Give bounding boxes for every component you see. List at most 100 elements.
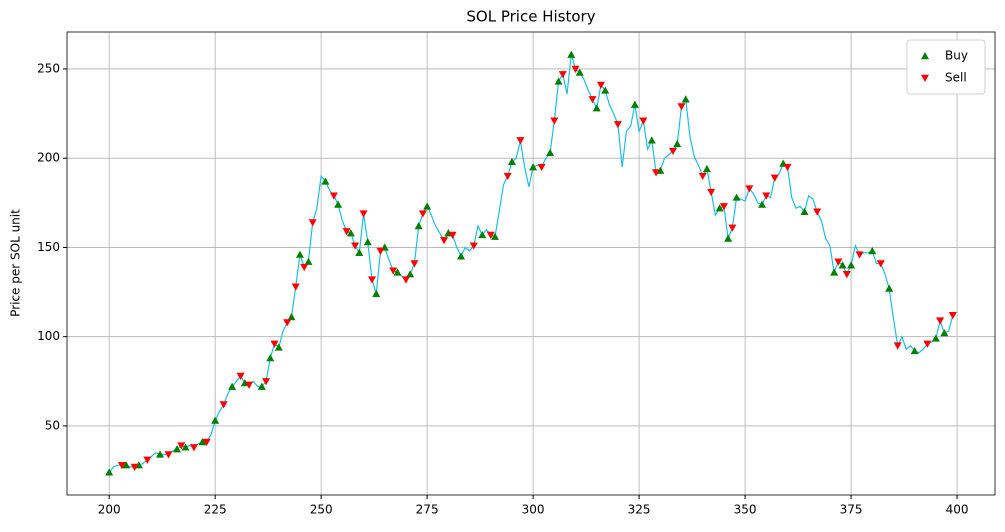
marker [847,261,856,269]
x-tick-label: 325 [628,503,651,517]
marker [321,177,330,185]
marker [287,313,296,321]
marker [770,174,779,182]
marker [363,238,372,246]
marker [813,208,822,216]
marker [295,250,304,258]
marker [550,117,559,125]
marker [571,65,580,73]
marker [304,257,313,265]
y-tick-label: 250 [37,61,60,75]
marker [948,312,957,320]
marker [469,242,478,250]
y-tick-label: 150 [37,240,60,254]
marker [181,443,190,451]
marker [762,192,771,200]
x-tick-label: 275 [416,503,439,517]
marker [164,451,173,459]
legend-marker [921,74,929,82]
marker [885,284,894,292]
marker [228,382,237,390]
marker [715,204,724,212]
marker [893,342,902,350]
marker [592,104,601,112]
marker [410,260,419,268]
y-tick-label: 200 [37,151,60,165]
marker [923,340,932,348]
marker [393,268,402,276]
chart-title: SOL Price History [466,8,595,26]
marker [389,267,398,275]
marker [876,260,885,268]
marker [613,121,622,129]
marker [266,354,275,362]
marker [219,401,228,409]
marker [245,381,254,389]
marker [588,96,597,104]
marker [596,81,605,90]
x-tick-label: 375 [840,503,863,517]
marker [355,248,364,256]
marker [198,437,207,446]
marker [423,202,432,210]
marker [830,268,839,276]
marker [639,117,648,125]
y-axis-label: Price per SOL unit [9,209,23,317]
marker [122,461,131,469]
marker [177,442,186,450]
marker [414,222,423,230]
marker [745,185,754,193]
marker [406,270,415,278]
marker [669,147,678,156]
marker [346,229,355,237]
marker [834,258,843,266]
marker [130,463,139,471]
marker [702,164,711,173]
x-tick-label: 250 [310,503,333,517]
marker [308,219,317,227]
marker [291,283,300,291]
marker [855,251,864,259]
marker [724,234,733,242]
marker [376,247,385,256]
marker [630,100,639,108]
marker [262,378,271,386]
marker [418,210,427,218]
marker [575,68,584,76]
y-tick-label: 100 [37,329,60,343]
marker [274,343,283,351]
marker [758,200,767,208]
marker [677,103,686,111]
marker [283,319,292,327]
marker [270,340,279,348]
marker [516,137,525,145]
marker [652,169,661,177]
marker [838,261,847,269]
marker [490,232,499,240]
x-tick-label: 200 [98,503,121,517]
marker [503,172,512,181]
marker [567,50,576,58]
marker [507,157,516,165]
marker [329,192,338,200]
marker [372,289,381,298]
marker [189,444,198,452]
marker [707,188,716,197]
marker [401,276,410,284]
marker [457,252,466,260]
legend-label: Sell [945,71,967,85]
marker [842,271,851,279]
marker [359,210,368,218]
x-tick-label: 400 [946,503,969,517]
marker [554,77,563,85]
marker [601,86,610,94]
marker [936,317,945,325]
marker [681,95,690,103]
marker [673,139,682,148]
marker [440,237,449,245]
marker [117,461,126,470]
marker [105,468,114,476]
marker [868,247,877,255]
marker [558,71,567,79]
